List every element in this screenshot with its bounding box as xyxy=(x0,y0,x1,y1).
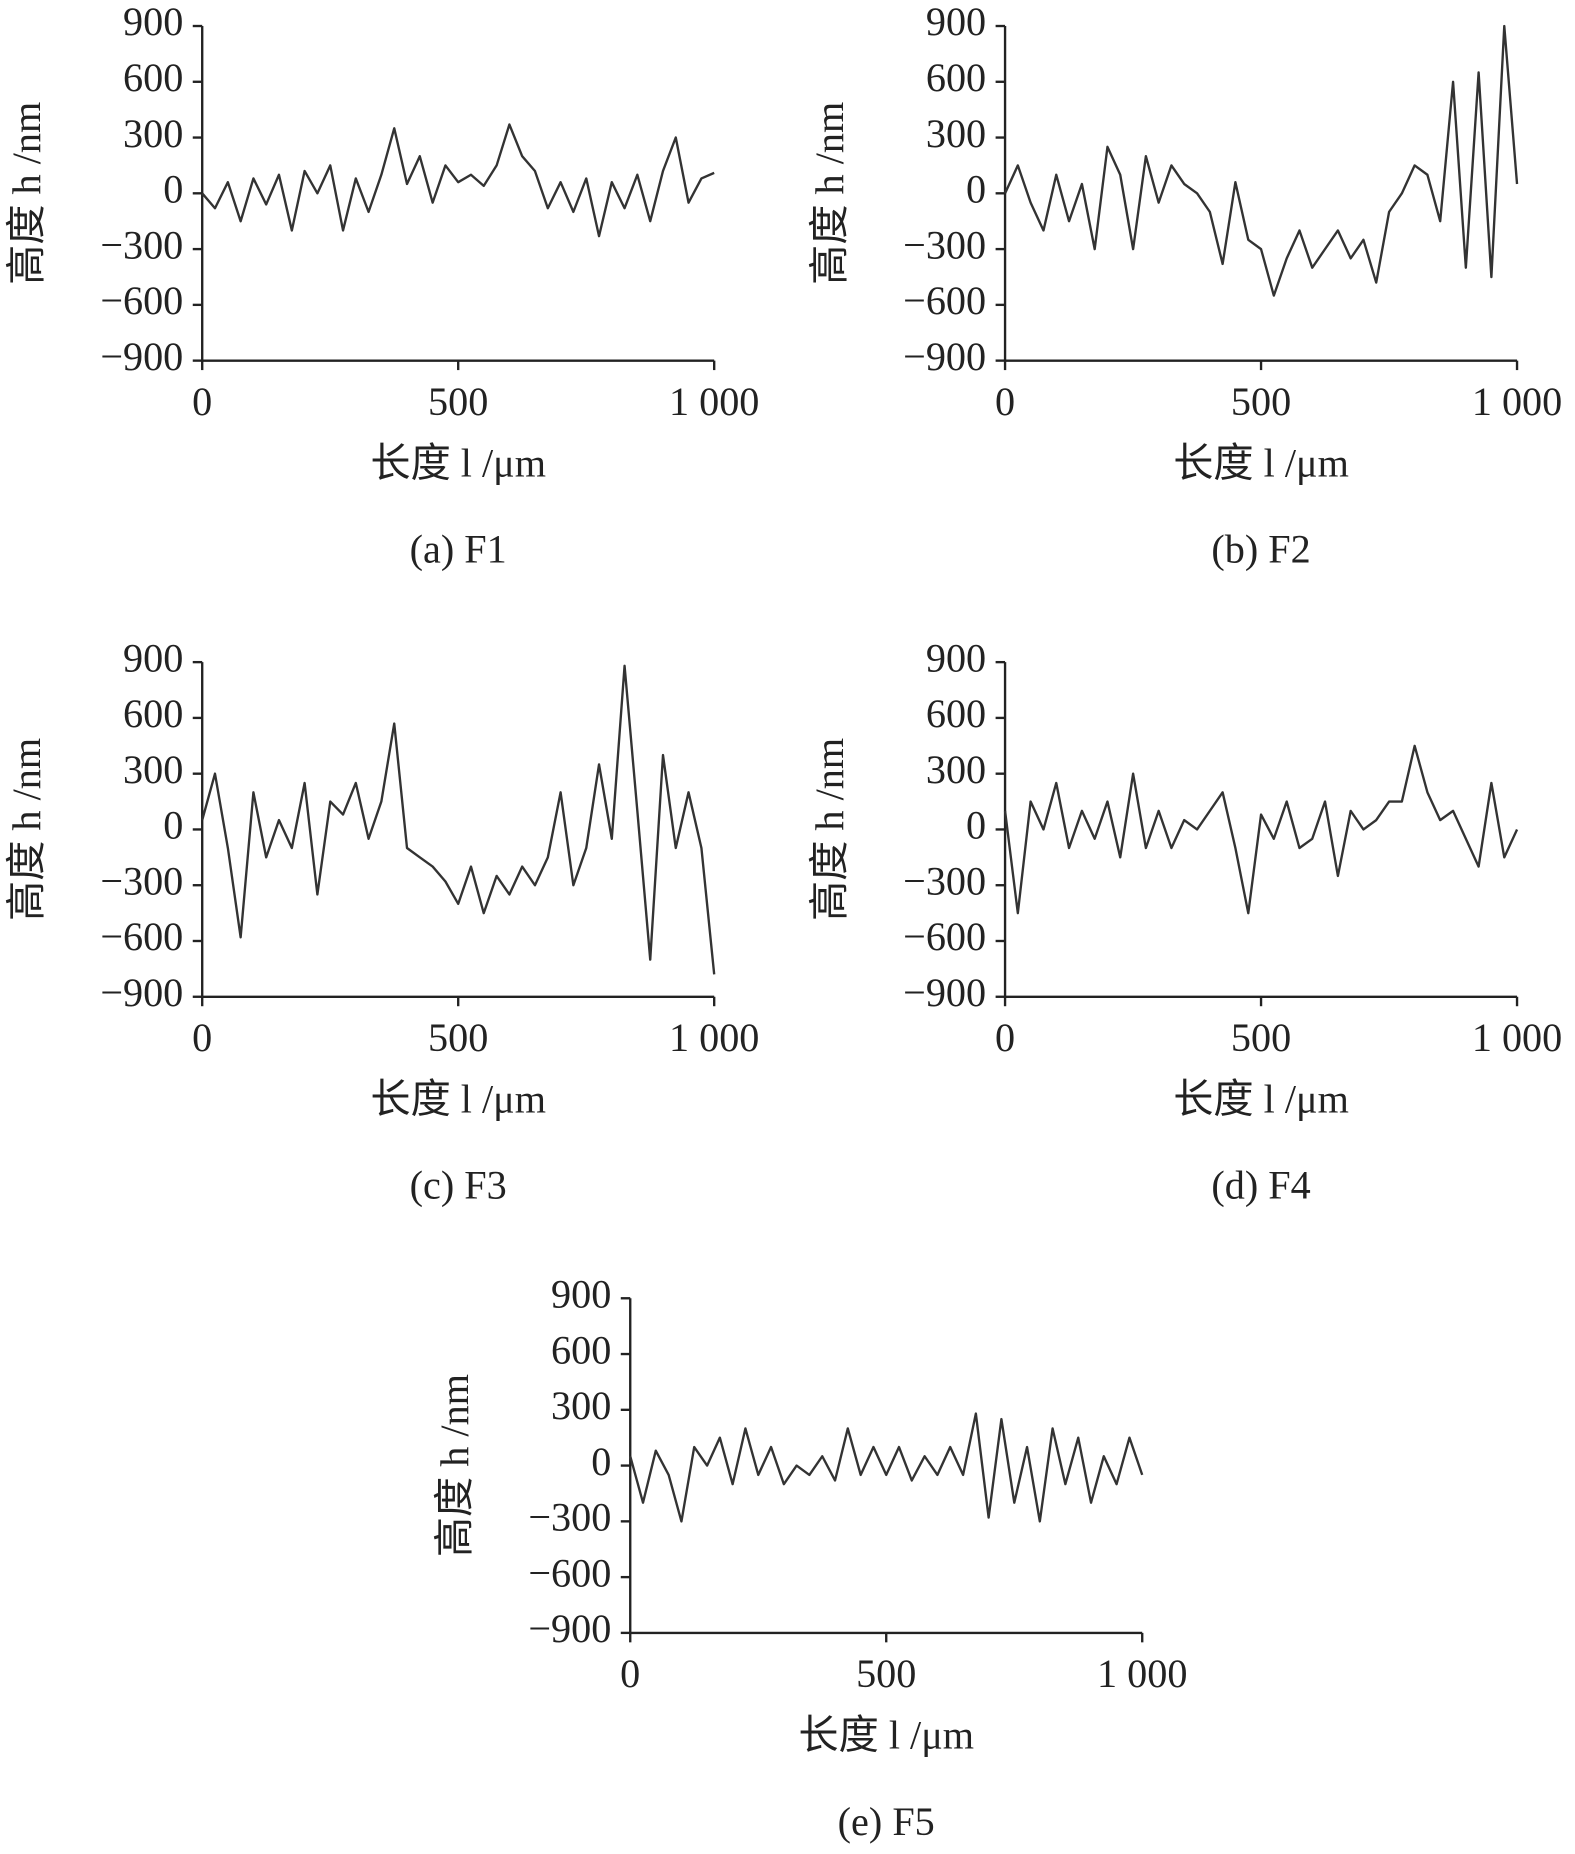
x-axis-label: 长度 l /μm xyxy=(370,440,546,485)
y-axis-label: 高度 h /nm xyxy=(807,102,852,285)
y-tick-label: 600 xyxy=(926,691,986,736)
y-tick-label: −300 xyxy=(100,858,183,903)
y-tick-label: 600 xyxy=(123,55,183,100)
y-tick-label: 900 xyxy=(123,0,183,44)
y-tick-label: −900 xyxy=(100,334,183,379)
y-tick-label: −300 xyxy=(528,1495,611,1540)
x-axis-label: 长度 l /μm xyxy=(370,1076,546,1121)
chart-title: (d) F4 xyxy=(1211,1163,1310,1208)
x-axis-label: 长度 l /μm xyxy=(1173,440,1349,485)
y-tick-label: 300 xyxy=(123,111,183,156)
y-tick-label: −900 xyxy=(903,334,986,379)
x-tick-label: 0 xyxy=(620,1651,640,1696)
y-axis-label: 高度 h /nm xyxy=(807,738,852,921)
x-tick-label: 1 000 xyxy=(1472,1015,1562,1060)
data-line xyxy=(201,664,716,975)
chart-title: (c) F3 xyxy=(410,1163,507,1208)
y-tick-label: 300 xyxy=(926,747,986,792)
x-tick-label: 500 xyxy=(428,1015,488,1060)
y-tick-label: 300 xyxy=(926,111,986,156)
y-tick-label: 900 xyxy=(551,1271,611,1316)
x-tick-label: 500 xyxy=(428,379,488,424)
x-tick-label: 500 xyxy=(1231,1015,1291,1060)
data-line xyxy=(1003,744,1519,915)
chart-title: (e) F5 xyxy=(838,1799,935,1844)
data-line xyxy=(201,123,715,238)
data-line xyxy=(629,1412,1144,1523)
y-tick-label: 300 xyxy=(551,1383,611,1428)
x-tick-label: 1 000 xyxy=(669,1015,759,1060)
y-tick-label: −600 xyxy=(528,1550,611,1595)
y-tick-label: 0 xyxy=(966,803,986,848)
x-tick-label: 1 000 xyxy=(1097,1651,1187,1696)
y-tick-label: 0 xyxy=(591,1439,611,1484)
y-tick-label: 0 xyxy=(163,803,183,848)
y-tick-label: 0 xyxy=(966,167,986,212)
y-tick-label: 900 xyxy=(926,635,986,680)
x-axis-label: 长度 l /μm xyxy=(798,1713,974,1758)
y-tick-label: −900 xyxy=(528,1606,611,1651)
y-axis-label: 高度 h /nm xyxy=(4,738,49,921)
x-tick-label: 0 xyxy=(995,1015,1015,1060)
y-tick-label: −300 xyxy=(903,222,986,267)
y-tick-label: −600 xyxy=(100,278,183,323)
y-tick-label: 300 xyxy=(123,747,183,792)
y-tick-label: −900 xyxy=(100,970,183,1015)
y-tick-label: −600 xyxy=(100,914,183,959)
y-tick-label: −300 xyxy=(100,222,183,267)
x-tick-label: 1 000 xyxy=(669,379,759,424)
y-tick-label: −900 xyxy=(903,970,986,1015)
y-axis-label: 高度 h /nm xyxy=(432,1374,477,1557)
x-tick-label: 0 xyxy=(995,379,1015,424)
x-tick-label: 1 000 xyxy=(1472,379,1562,424)
y-tick-label: −600 xyxy=(903,278,986,323)
chart-title: (b) F2 xyxy=(1211,527,1310,572)
y-tick-label: −600 xyxy=(903,914,986,959)
y-tick-label: 900 xyxy=(123,635,183,680)
x-tick-label: 0 xyxy=(192,379,212,424)
y-axis-label: 高度 h /nm xyxy=(4,102,49,285)
x-tick-label: 0 xyxy=(192,1015,212,1060)
chart-title: (a) F1 xyxy=(410,527,507,572)
data-line xyxy=(1003,24,1519,297)
y-tick-label: 600 xyxy=(926,55,986,100)
y-tick-label: −300 xyxy=(903,858,986,903)
y-tick-label: 0 xyxy=(163,167,183,212)
y-tick-label: 600 xyxy=(123,691,183,736)
y-tick-label: 600 xyxy=(551,1327,611,1372)
x-axis-label: 长度 l /μm xyxy=(1173,1076,1349,1121)
y-tick-label: 900 xyxy=(926,0,986,44)
x-tick-label: 500 xyxy=(1231,379,1291,424)
x-tick-label: 500 xyxy=(856,1651,916,1696)
